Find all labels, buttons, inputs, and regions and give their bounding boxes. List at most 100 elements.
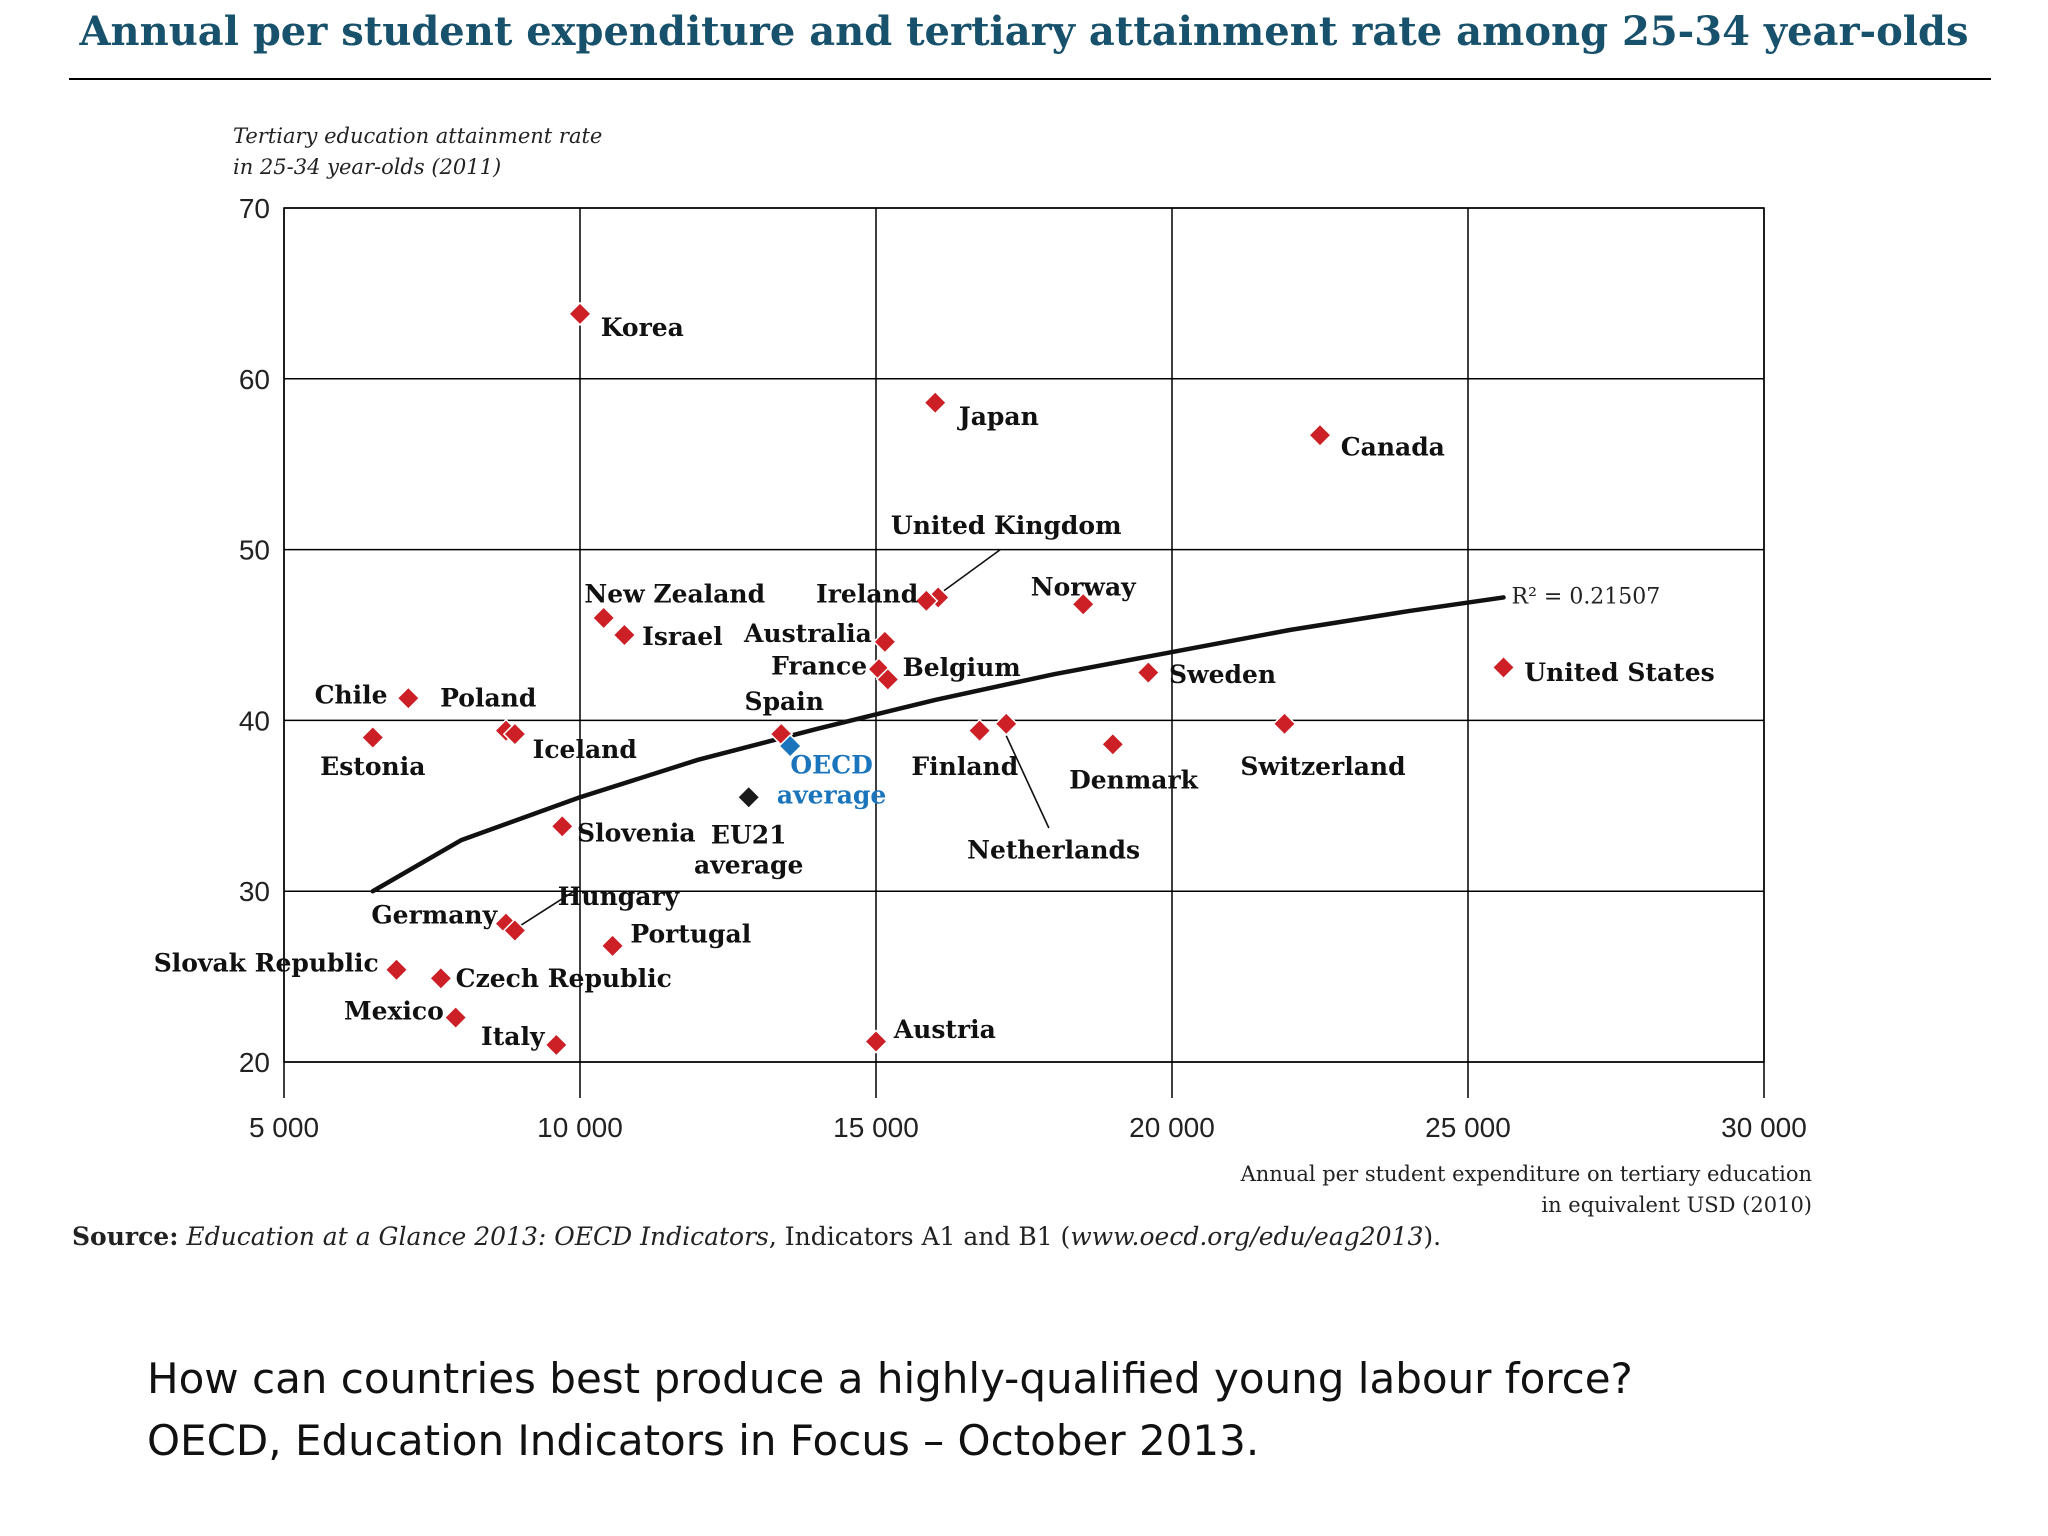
point-norway — [1071, 592, 1096, 617]
trendline-curve — [370, 595, 1506, 894]
point-slovak-republic — [384, 957, 409, 982]
leader-netherlands — [1005, 735, 1050, 829]
leader-united-kingdom — [943, 548, 1001, 592]
plot-frame — [283, 207, 1765, 1063]
label-korea: Korea — [601, 313, 684, 342]
label-belgium: Belgium — [903, 653, 1021, 682]
point-netherlands — [994, 711, 1019, 736]
data-labels: Korea Japan Canada United Kingdom Ireland Nor… — [154, 313, 1715, 1051]
label-japan: Japan — [957, 402, 1039, 431]
source-end: ). — [1423, 1222, 1442, 1251]
slide-caption: How can countries best produce a highly-… — [147, 1348, 1633, 1472]
label-slovenia: Slovenia — [577, 819, 696, 848]
point-slovenia — [550, 814, 575, 839]
y-tick-label: 60 — [239, 364, 270, 395]
source-label: Source: — [72, 1222, 179, 1251]
point-czech-republic — [428, 966, 453, 991]
label-chile: Chile — [315, 680, 388, 709]
label-spain: Spain — [745, 687, 824, 716]
label-line: average — [777, 780, 886, 809]
label-line: EU21 — [711, 820, 787, 849]
x-tick-label: 30 000 — [1721, 1112, 1807, 1143]
point-oecd-average — [778, 733, 803, 759]
source-indicators: , Indicators A1 and B1 ( — [768, 1222, 1071, 1251]
label-italy: Italy — [481, 1022, 546, 1051]
label-portugal: Portugal — [630, 919, 751, 948]
leader-hungary — [520, 890, 575, 927]
label-line: average — [694, 850, 803, 879]
point-iceland — [502, 722, 527, 747]
point-austria — [863, 1029, 889, 1054]
chart-axes: 20 30 40 50 60 70 5 000 10 000 15 000 20 000 25 00… — [233, 124, 1812, 1217]
caption-line-2: OECD, Education Indicators in Focus – Oc… — [147, 1416, 1260, 1465]
point-mexico — [443, 1005, 468, 1030]
label-australia: Australia — [743, 619, 872, 648]
label-norway: Norway — [1031, 573, 1137, 602]
chart-grid — [283, 207, 1765, 1098]
point-sweden — [1136, 660, 1161, 685]
y-axis-title-line: Tertiary education attainment rate — [233, 124, 602, 148]
point-switzerland — [1272, 711, 1297, 736]
point-ireland — [914, 588, 939, 613]
label-new-zealand: New Zealand — [584, 580, 765, 609]
page-title: Annual per student expenditure and terti… — [79, 8, 1969, 55]
x-tick-label: 5 000 — [249, 1112, 319, 1143]
x-tick-label: 20 000 — [1129, 1112, 1215, 1143]
data-points — [360, 301, 1516, 1057]
label-ireland: Ireland — [816, 580, 918, 609]
label-france: France — [771, 651, 867, 680]
y-axis-title-line: in 25-34 year-olds (2011) — [233, 155, 501, 179]
source-url: www.oecd.org/edu/eag2013 — [1070, 1222, 1424, 1251]
x-tick-label: 25 000 — [1425, 1112, 1511, 1143]
label-eu21-average: EU21 average — [694, 820, 803, 879]
label-slovak-republic: Slovak Republic — [154, 948, 379, 977]
point-canada — [1307, 423, 1333, 448]
y-tick-label: 30 — [239, 876, 270, 907]
label-israel: Israel — [642, 622, 723, 651]
point-estonia — [360, 725, 385, 750]
trendline-r2-label: R² = 0.21507 — [1512, 584, 1661, 609]
label-austria: Austria — [893, 1015, 996, 1044]
y-tick-label: 50 — [239, 535, 270, 566]
point-belgium — [875, 667, 900, 692]
label-hungary: Hungary — [558, 882, 681, 911]
x-tick-label: 15 000 — [833, 1112, 919, 1143]
x-tick-label: 10 000 — [537, 1112, 623, 1143]
source-publication: Education at a Glance 2013: OECD Indicat… — [186, 1222, 769, 1251]
point-finland — [967, 718, 992, 743]
source-note: Source: Education at a Glance 2013: OECD… — [72, 1222, 1441, 1251]
x-axis-title-line: in equivalent USD (2010) — [1541, 1193, 1812, 1217]
label-switzerland: Switzerland — [1240, 752, 1405, 781]
label-finland: Finland — [911, 752, 1018, 781]
point-united-states — [1491, 655, 1516, 680]
trendline: R² = 0.21507 — [370, 584, 1661, 894]
y-tick-label: 40 — [239, 705, 270, 736]
label-iceland: Iceland — [533, 735, 637, 764]
label-denmark: Denmark — [1069, 766, 1199, 795]
label-united-kingdom: United Kingdom — [891, 511, 1122, 540]
point-italy — [544, 1032, 569, 1057]
label-line: OECD — [790, 750, 872, 779]
point-korea — [567, 301, 593, 326]
point-eu21-average — [736, 785, 761, 810]
label-sweden: Sweden — [1169, 660, 1276, 689]
point-chile — [396, 686, 421, 711]
label-canada: Canada — [1341, 433, 1445, 462]
label-czech-republic: Czech Republic — [456, 964, 672, 993]
label-germany: Germany — [371, 901, 498, 930]
point-portugal — [600, 933, 625, 958]
point-australia — [872, 629, 897, 654]
title-divider — [69, 78, 1991, 80]
x-axis-title-line: Annual per student expenditure on tertia… — [1240, 1162, 1812, 1186]
point-denmark — [1100, 732, 1125, 757]
point-hungary — [502, 918, 527, 943]
label-netherlands: Netherlands — [967, 836, 1140, 865]
point-japan — [923, 390, 948, 415]
point-new-zealand — [591, 605, 616, 630]
label-oecd-average: OECD average — [777, 750, 886, 809]
point-israel — [612, 622, 637, 648]
y-tick-label: 20 — [239, 1047, 270, 1078]
label-united-states: United States — [1524, 658, 1714, 687]
y-tick-label: 70 — [239, 193, 270, 224]
